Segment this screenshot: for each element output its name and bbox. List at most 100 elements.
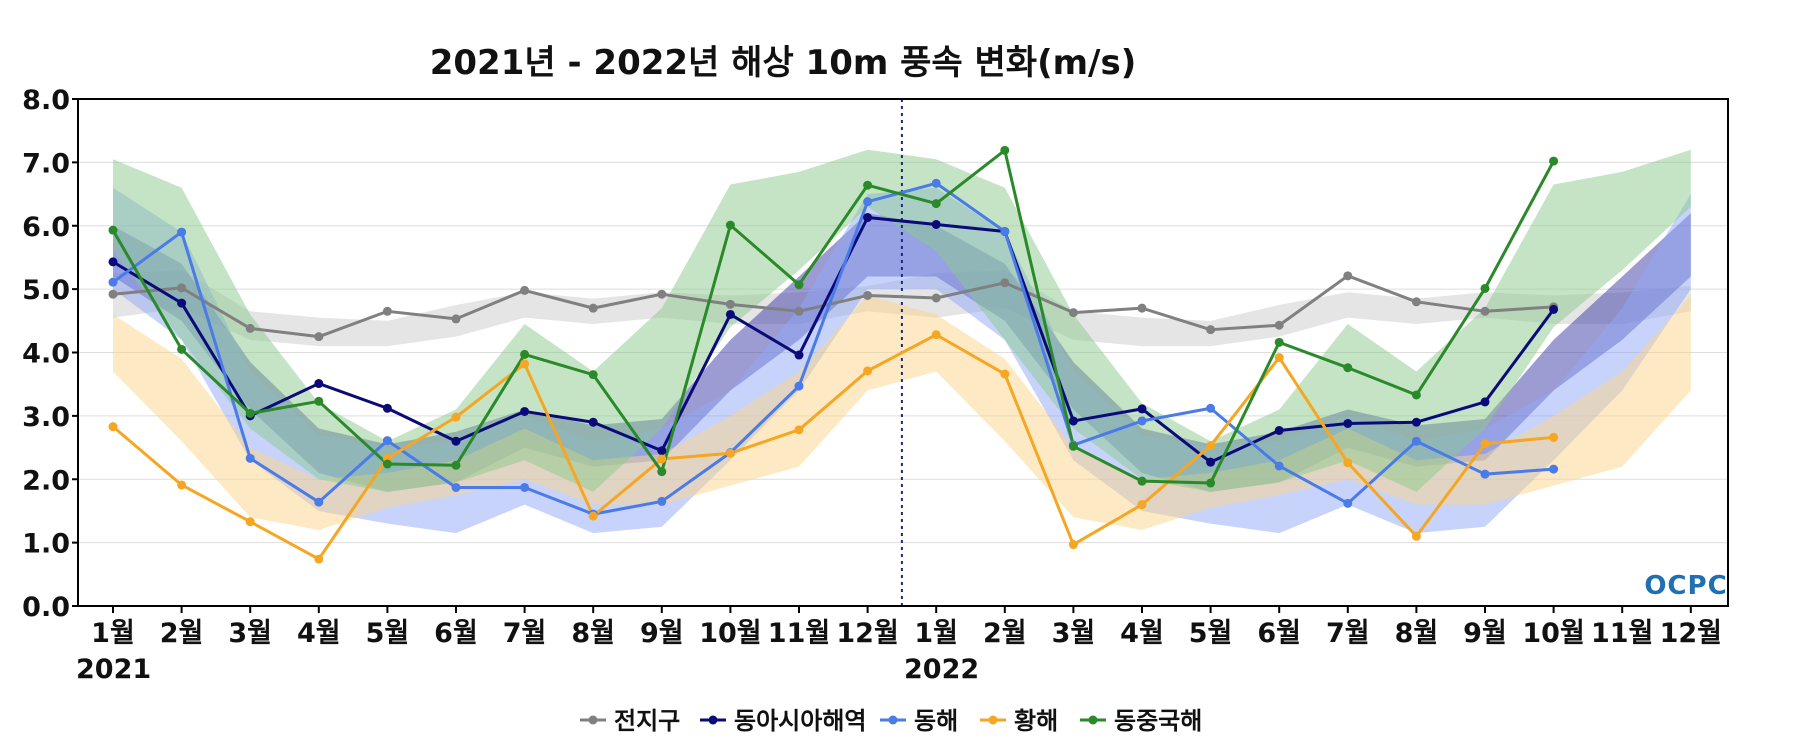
data-point [657,496,667,506]
data-point [1480,283,1490,293]
legend-swatch-marker [588,715,598,725]
data-point [1549,432,1559,442]
data-point [245,517,255,527]
data-point [520,406,530,416]
legend-label: 황해 [1014,707,1058,735]
data-point [1000,226,1010,236]
data-point [1411,297,1421,307]
data-point [1274,425,1284,435]
data-point [1411,531,1421,541]
data-point [1343,418,1353,428]
x-tick-label: 12월 [836,618,898,649]
legend-label: 전지구 [614,707,680,735]
data-point [314,396,324,406]
x-tick-label: 6월 [434,618,478,649]
data-point [314,332,324,342]
legend-item: 동해 [880,707,958,735]
data-point [314,379,324,389]
data-point [520,349,530,359]
data-point [382,459,392,469]
data-point [1137,416,1147,426]
data-point [108,277,118,287]
y-tick-label: 5.0 [22,275,70,306]
data-point [1137,500,1147,510]
data-point [245,408,255,418]
y-tick-label: 7.0 [22,148,70,179]
data-point [1480,397,1490,407]
data-point [108,289,118,299]
data-point [1206,403,1216,413]
data-point [1274,353,1284,363]
y-axis-ticks: 0.0 1.0 2.0 3.0 4.0 5.0 6.0 7.0 8.0 [22,85,78,623]
x-tick-label: 7월 [503,618,547,649]
legend-swatch-marker [888,715,898,725]
data-point [1068,441,1078,451]
data-point [314,554,324,564]
data-point [451,436,461,446]
data-point [794,280,804,290]
ocpc-logo: OCPC [1644,571,1727,601]
x-tick-label: 11월 [768,618,830,649]
data-point [1549,464,1559,474]
x-tick-label: 1월 [91,618,135,649]
data-point [588,303,598,313]
data-point [1343,271,1353,281]
y-tick-label: 6.0 [22,212,70,243]
data-point [725,220,735,230]
data-point [863,290,873,300]
data-point [588,511,598,521]
series-line [112,181,1554,516]
x-tick-label: 12월 [1660,618,1722,649]
year-label: 2021 [76,654,151,685]
data-point [382,436,392,446]
legend-swatch-marker [1088,715,1098,725]
legend-label: 동해 [914,707,958,735]
data-point [245,323,255,333]
chart-title: 2021년 - 2022년 해상 10m 풍속 변화(m/s) [430,43,1137,83]
x-tick-label: 6월 [1257,618,1301,649]
band-area [113,149,1691,492]
data-point [451,412,461,422]
data-point [108,257,118,267]
data-point [1549,156,1559,166]
x-tick-label: 9월 [1463,618,1507,649]
data-point [1343,363,1353,373]
data-point [177,480,187,490]
data-point [725,299,735,309]
year-label: 2022 [904,654,979,685]
data-point [725,309,735,319]
y-tick-label: 0.0 [22,592,70,623]
data-point [1000,278,1010,288]
data-point [863,180,873,190]
data-point [520,482,530,492]
data-point [794,381,804,391]
data-point [1480,439,1490,449]
data-point [931,178,941,188]
y-tick-label: 4.0 [22,339,70,370]
data-point [588,417,598,427]
data-point [1068,416,1078,426]
data-point [1274,320,1284,330]
data-point [794,425,804,435]
data-point [382,306,392,316]
data-point [108,225,118,235]
data-point [1411,436,1421,446]
legend-item: 황해 [980,707,1058,735]
data-point [177,227,187,237]
data-point [1343,498,1353,508]
data-point [1411,417,1421,427]
data-point [177,283,187,293]
x-tick-label: 2월 [160,618,204,649]
data-point [1206,441,1216,451]
x-tick-label: 4월 [1120,618,1164,649]
x-tick-label: 1월 [914,618,958,649]
year-labels: 2021 2022 [76,654,979,685]
data-point [1480,306,1490,316]
x-tick-label: 8월 [571,618,615,649]
x-axis-ticks: 1월 2월 3월 4월 5월 6월 7월 8월 9월 10월 11월 12월 1월 2월 3월 4월 5월 6월 7… [91,606,1722,649]
data-point [451,460,461,470]
data-point [451,482,461,492]
data-point [863,213,873,223]
data-point [314,497,324,507]
